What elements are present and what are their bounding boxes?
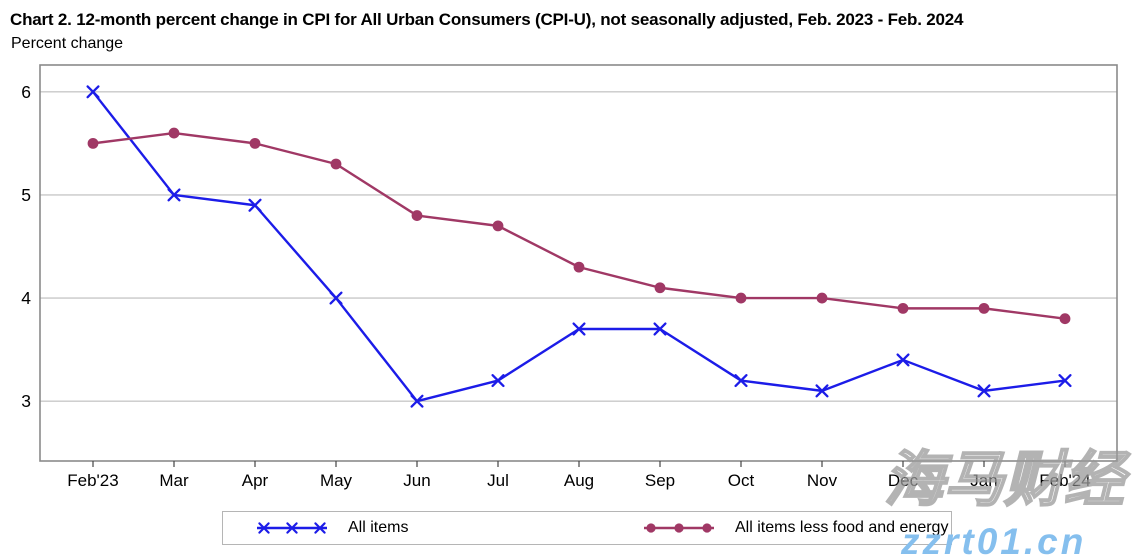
svg-text:May: May bbox=[320, 471, 353, 490]
svg-text:Feb'24: Feb'24 bbox=[1039, 471, 1090, 490]
svg-text:Mar: Mar bbox=[159, 471, 189, 490]
svg-text:Jan: Jan bbox=[970, 471, 997, 490]
all-items-line-sample-icon bbox=[257, 521, 327, 534]
svg-text:Jul: Jul bbox=[487, 471, 509, 490]
line-chart-plot-area: 3 4 5 6 Feb'23 Mar Apr May Jun Jul Aug Sep Oct Nov Dec… bbox=[21, 64, 1118, 490]
svg-text:Dec: Dec bbox=[888, 471, 919, 490]
legend-label-all-items: All items bbox=[348, 518, 409, 536]
svg-text:Nov: Nov bbox=[807, 471, 838, 490]
core-line-sample-icon bbox=[644, 522, 714, 533]
legend: All items All items less food and energy bbox=[222, 511, 952, 545]
legend-item-all-items: All items bbox=[256, 512, 408, 543]
chart-title: Chart 2. 12-month percent change in CPI … bbox=[10, 10, 964, 29]
svg-text:6: 6 bbox=[21, 82, 31, 102]
svg-text:Jun: Jun bbox=[403, 471, 430, 490]
svg-text:4: 4 bbox=[21, 288, 31, 308]
y-axis-unit-label: Percent change bbox=[11, 35, 124, 52]
legend-label-core: All items less food and energy bbox=[735, 518, 949, 536]
svg-text:Apr: Apr bbox=[242, 471, 269, 490]
svg-text:Aug: Aug bbox=[564, 471, 594, 490]
svg-text:Oct: Oct bbox=[728, 471, 755, 490]
svg-text:3: 3 bbox=[21, 391, 31, 411]
svg-text:Feb'23: Feb'23 bbox=[67, 471, 118, 490]
legend-item-core: All items less food and energy bbox=[643, 512, 948, 543]
svg-text:Sep: Sep bbox=[645, 471, 675, 490]
svg-text:5: 5 bbox=[21, 185, 31, 205]
